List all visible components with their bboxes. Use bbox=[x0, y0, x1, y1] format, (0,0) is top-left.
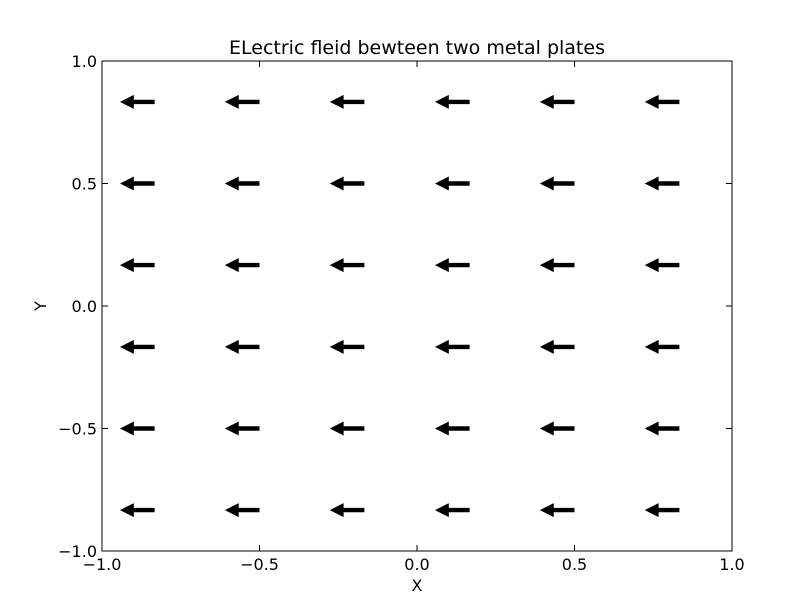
field-arrow bbox=[224, 503, 260, 518]
field-arrow bbox=[644, 176, 680, 191]
x-axis-label: X bbox=[412, 576, 423, 595]
x-tick-label: −0.5 bbox=[240, 555, 279, 574]
field-arrow bbox=[119, 94, 155, 109]
field-arrow bbox=[119, 503, 155, 518]
field-arrow bbox=[224, 94, 260, 109]
field-arrow bbox=[329, 339, 365, 354]
field-arrow bbox=[224, 258, 260, 273]
chart-title: ELectric fleid bewteen two metal plates bbox=[229, 37, 605, 59]
field-arrow bbox=[224, 421, 260, 436]
y-tick-label: 0.5 bbox=[72, 175, 97, 194]
x-tick-label: 0.0 bbox=[404, 555, 429, 574]
field-arrow bbox=[224, 176, 260, 191]
x-tick-label: 1.0 bbox=[719, 555, 744, 574]
field-arrow bbox=[539, 258, 575, 273]
field-arrow bbox=[539, 421, 575, 436]
field-arrow bbox=[119, 176, 155, 191]
x-axis-ticks: −1.0 −0.5 0.0 0.5 1.0 bbox=[83, 61, 745, 574]
field-arrow bbox=[434, 94, 470, 109]
field-arrow bbox=[539, 339, 575, 354]
plot-area bbox=[101, 60, 733, 552]
field-arrow bbox=[644, 503, 680, 518]
field-arrow bbox=[329, 176, 365, 191]
field-arrow bbox=[329, 503, 365, 518]
field-arrow bbox=[434, 503, 470, 518]
field-arrow bbox=[119, 339, 155, 354]
field-arrow bbox=[119, 258, 155, 273]
field-arrow bbox=[119, 421, 155, 436]
x-tick-label: −1.0 bbox=[83, 555, 122, 574]
y-tick-label: −0.5 bbox=[58, 420, 97, 439]
field-arrow bbox=[329, 421, 365, 436]
field-arrows bbox=[119, 94, 680, 518]
field-arrow bbox=[329, 94, 365, 109]
field-arrow bbox=[644, 339, 680, 354]
field-arrow bbox=[539, 503, 575, 518]
y-tick-label: −1.0 bbox=[58, 542, 97, 561]
x-tick-label: 0.5 bbox=[562, 555, 587, 574]
y-axis-label: Y bbox=[31, 301, 50, 312]
y-axis-ticks: −1.0 −0.5 0.0 0.5 1.0 bbox=[58, 52, 732, 561]
y-tick-label: 0.0 bbox=[72, 297, 97, 316]
field-arrow bbox=[224, 339, 260, 354]
field-arrow bbox=[539, 94, 575, 109]
field-arrow bbox=[434, 421, 470, 436]
field-arrow bbox=[539, 176, 575, 191]
field-arrow bbox=[644, 258, 680, 273]
field-arrow bbox=[434, 339, 470, 354]
y-tick-label: 1.0 bbox=[72, 52, 97, 71]
field-arrow bbox=[329, 258, 365, 273]
field-arrow bbox=[434, 258, 470, 273]
field-arrow bbox=[434, 176, 470, 191]
field-arrow bbox=[644, 421, 680, 436]
field-arrow bbox=[644, 94, 680, 109]
